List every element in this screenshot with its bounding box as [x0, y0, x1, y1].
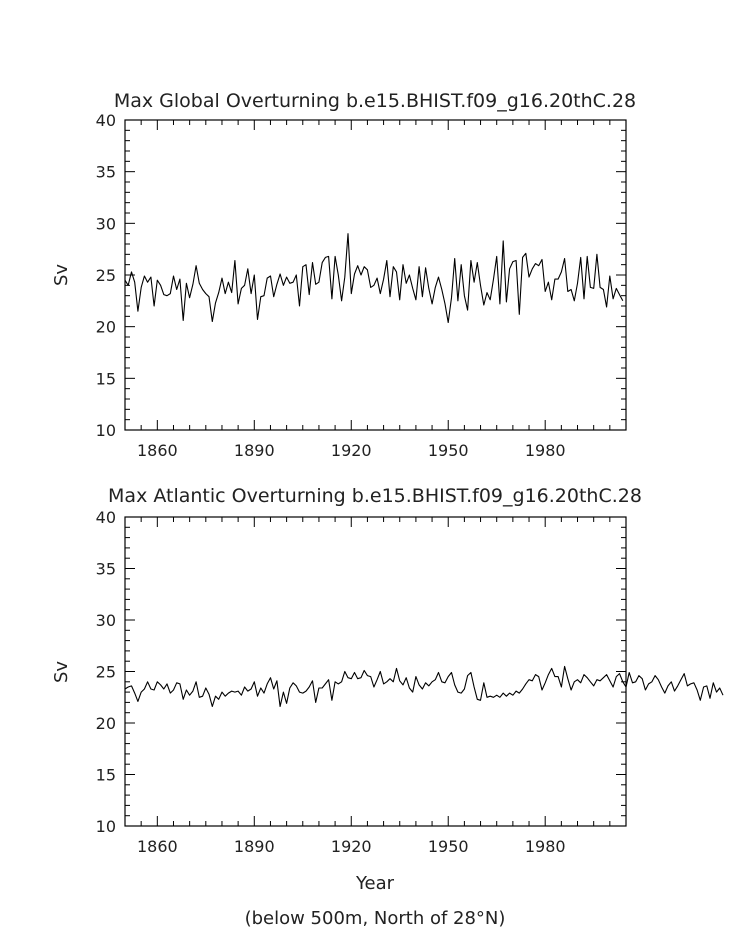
chart-2-frame	[124, 516, 627, 827]
chart-1-x-tick-label: 1950	[428, 441, 469, 460]
chart-2-x-tick-label: 1950	[428, 837, 469, 856]
chart-2-x-axis-label: Year	[355, 873, 395, 894]
chart-1-series-line	[124, 233, 624, 324]
chart-2-y-tick-label: 40	[96, 508, 116, 527]
chart-2: Max Atlantic Overturning b.e15.BHIST.f09…	[51, 485, 724, 894]
chart-1-plot-area: 10 15 20 25 30 35 40 1860 1890 1920 1950 1980	[96, 111, 627, 460]
chart-2-y-tick-label: 10	[96, 817, 116, 836]
chart-1-y-tick-label: 15	[96, 369, 116, 388]
chart-1-y-tick-label: 30	[96, 214, 116, 233]
chart-2-y-tick-label: 30	[96, 611, 116, 630]
chart-2-y-tick-label: 25	[96, 663, 116, 682]
chart-1-x-tick-label: 1860	[137, 441, 178, 460]
chart-2-y-axis-label: Sv	[51, 661, 72, 683]
chart-1: Max Global Overturning b.e15.BHIST.f09_g…	[51, 90, 636, 460]
chart-2-y-tick-label: 15	[96, 766, 116, 785]
chart-2-x-tick-label: 1980	[525, 837, 566, 856]
footnote: (below 500m, North of 28°N)	[245, 908, 506, 929]
chart-2-title: Max Atlantic Overturning b.e15.BHIST.f09…	[108, 485, 642, 507]
chart-1-frame	[124, 119, 627, 431]
chart-2-series-line	[124, 665, 724, 708]
chart-1-y-axis-label: Sv	[51, 264, 72, 286]
chart-1-x-tick-label: 1920	[331, 441, 372, 460]
chart-2-plot-area: 10 15 20 25 30 35 40 1860 1890 1920 1950 1980	[96, 508, 724, 856]
chart-1-y-tick-label: 20	[96, 318, 116, 337]
chart-2-x-tick-label: 1890	[234, 837, 275, 856]
chart-1-y-tick-label: 40	[96, 111, 116, 130]
chart-2-x-tick-label: 1860	[137, 837, 178, 856]
chart-1-x-tick-label: 1890	[234, 441, 275, 460]
chart-1-y-tick-label: 35	[96, 163, 116, 182]
chart-1-y-tick-label: 25	[96, 266, 116, 285]
chart-2-y-tick-label: 20	[96, 714, 116, 733]
chart-1-title: Max Global Overturning b.e15.BHIST.f09_g…	[114, 90, 636, 112]
chart-1-y-tick-label: 10	[96, 421, 116, 440]
chart-1-x-tick-label: 1980	[525, 441, 566, 460]
chart-2-x-tick-label: 1920	[331, 837, 372, 856]
chart-2-y-tick-label: 35	[96, 560, 116, 579]
